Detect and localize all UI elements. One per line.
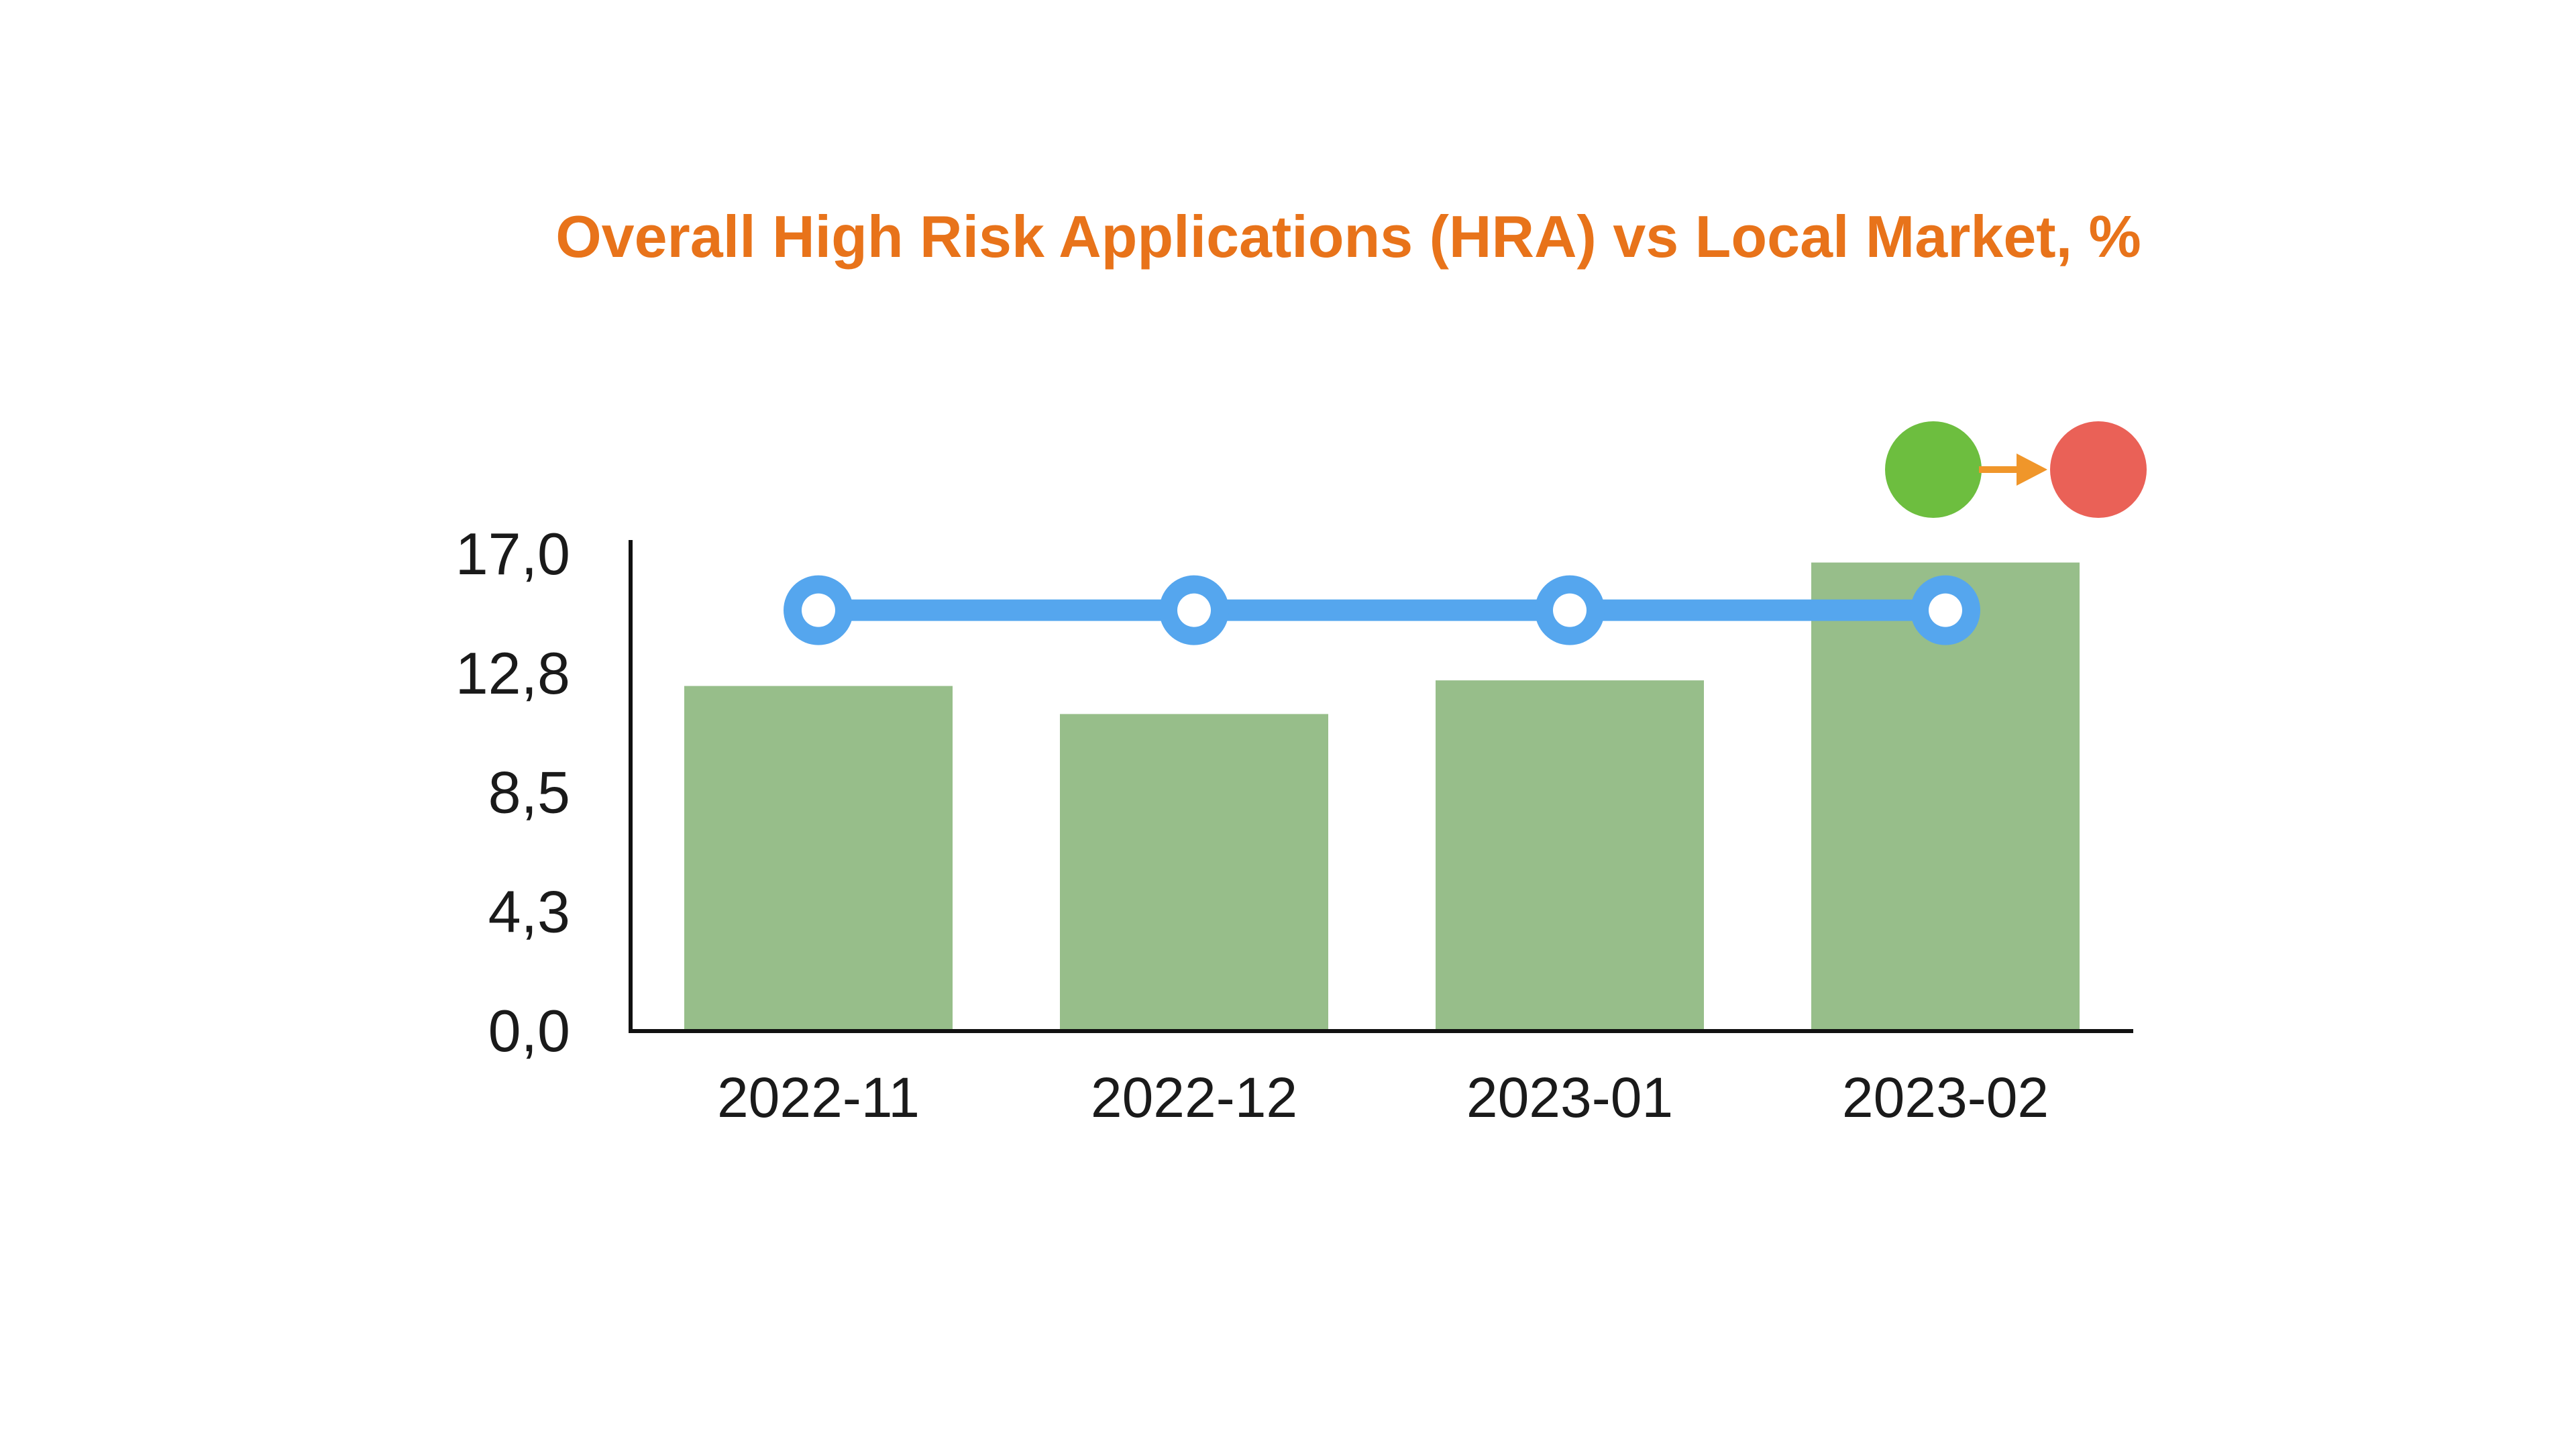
line-point-center — [1553, 593, 1587, 627]
line-point-center — [1929, 593, 1962, 627]
chart-title: Overall High Risk Applications (HRA) vs … — [555, 203, 2141, 270]
y-tick-label: 8,5 — [488, 759, 570, 826]
bar-2023-01 — [1436, 680, 1704, 1031]
line-point-center — [802, 593, 835, 627]
x-tick-label: 2022-12 — [1091, 1066, 1297, 1129]
status-red-icon — [2050, 421, 2147, 518]
line-point-center — [1177, 593, 1211, 627]
y-tick-label: 12,8 — [455, 640, 570, 706]
y-tick-label: 4,3 — [488, 878, 570, 945]
x-tick-label: 2022-11 — [717, 1066, 920, 1129]
x-tick-label: 2023-01 — [1466, 1066, 1673, 1129]
x-tick-label: 2023-02 — [1842, 1066, 2049, 1129]
arrow-right-icon — [2017, 453, 2047, 486]
status-green-icon — [1885, 421, 1982, 518]
y-tick-label: 17,0 — [455, 521, 570, 587]
bar-2022-11 — [684, 686, 953, 1031]
bar-2022-12 — [1060, 714, 1328, 1031]
y-tick-label: 0,0 — [488, 998, 570, 1064]
